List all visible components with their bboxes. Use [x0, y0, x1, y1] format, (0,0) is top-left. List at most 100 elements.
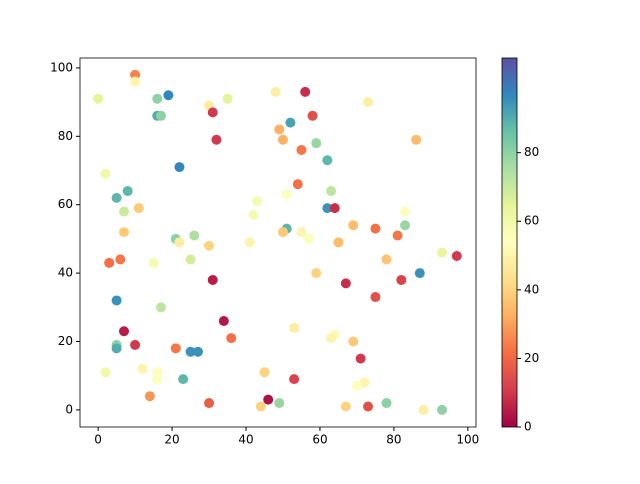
point: [252, 196, 263, 207]
point: [100, 367, 111, 378]
point: [163, 90, 174, 101]
point: [289, 374, 300, 385]
point: [115, 254, 126, 265]
point: [370, 223, 381, 234]
point: [174, 237, 185, 248]
point: [363, 97, 374, 108]
y-tick-label: 0: [65, 402, 73, 416]
point: [326, 333, 337, 344]
point: [296, 144, 307, 155]
x-tick-label: 60: [312, 433, 327, 447]
point: [226, 333, 237, 344]
point: [322, 203, 333, 214]
point: [152, 367, 163, 378]
point: [296, 227, 307, 238]
point: [144, 391, 155, 402]
point: [311, 138, 322, 149]
point: [333, 237, 344, 248]
point: [436, 247, 447, 258]
y-tick-label: 60: [58, 197, 73, 211]
point: [104, 257, 115, 268]
point: [300, 86, 311, 97]
point: [130, 76, 141, 87]
point: [281, 189, 292, 200]
point: [340, 401, 351, 412]
x-tick-label: 0: [94, 433, 102, 447]
point: [178, 374, 189, 385]
point: [130, 339, 141, 350]
point: [381, 254, 392, 265]
y-tick-label: 20: [58, 334, 73, 348]
point: [244, 237, 255, 248]
point: [274, 124, 285, 135]
plot-frame: [79, 57, 477, 428]
point: [340, 278, 351, 289]
point: [119, 206, 129, 217]
point: [259, 367, 270, 378]
point: [348, 220, 359, 231]
point: [111, 192, 122, 203]
point: [303, 233, 314, 244]
point: [218, 315, 229, 326]
point: [207, 274, 218, 285]
point: [274, 398, 285, 409]
x-tick-label: 80: [386, 433, 401, 447]
point: [348, 336, 359, 347]
point: [170, 343, 181, 354]
point: [329, 203, 340, 214]
point: [185, 254, 196, 265]
point: [155, 110, 166, 121]
point: [133, 203, 144, 214]
point: [111, 295, 122, 306]
point: [392, 230, 403, 241]
colorbar-tick-label: 40: [524, 282, 539, 296]
point: [396, 274, 407, 285]
x-tick-label: 40: [238, 433, 253, 447]
point: [222, 93, 233, 104]
point: [307, 110, 318, 121]
colorbar-tick-label: 20: [524, 351, 539, 365]
point: [355, 353, 366, 364]
point: [111, 343, 122, 354]
point: [255, 401, 266, 412]
point: [148, 257, 159, 268]
point: [322, 155, 333, 166]
point: [418, 404, 429, 415]
point: [189, 230, 200, 241]
point: [277, 227, 288, 238]
y-tick-label: 100: [50, 60, 73, 74]
y-tick-label: 40: [58, 266, 73, 280]
point: [93, 93, 104, 104]
point: [130, 69, 141, 80]
point: [263, 394, 274, 405]
point: [152, 374, 163, 385]
point: [400, 206, 411, 217]
point: [100, 168, 111, 179]
point: [122, 186, 133, 197]
point: [414, 268, 425, 279]
point: [119, 326, 129, 337]
x-tick-label: 20: [164, 433, 179, 447]
point: [248, 209, 259, 220]
x-tick-label: 100: [456, 433, 479, 447]
point: [270, 86, 281, 97]
point: [185, 346, 196, 357]
point: [451, 251, 462, 262]
point: [381, 398, 392, 409]
colorbar-tick-label: 80: [524, 145, 539, 159]
colorbar: [501, 57, 518, 428]
point: [289, 322, 300, 333]
point: [211, 134, 222, 145]
colorbar-tick-label: 60: [524, 214, 539, 228]
point: [411, 134, 422, 145]
point: [326, 186, 337, 197]
point: [370, 292, 381, 303]
point: [119, 227, 129, 238]
point: [436, 404, 447, 415]
point: [311, 268, 322, 279]
point: [204, 398, 215, 409]
point: [400, 220, 411, 231]
y-tick-label: 80: [58, 129, 73, 143]
